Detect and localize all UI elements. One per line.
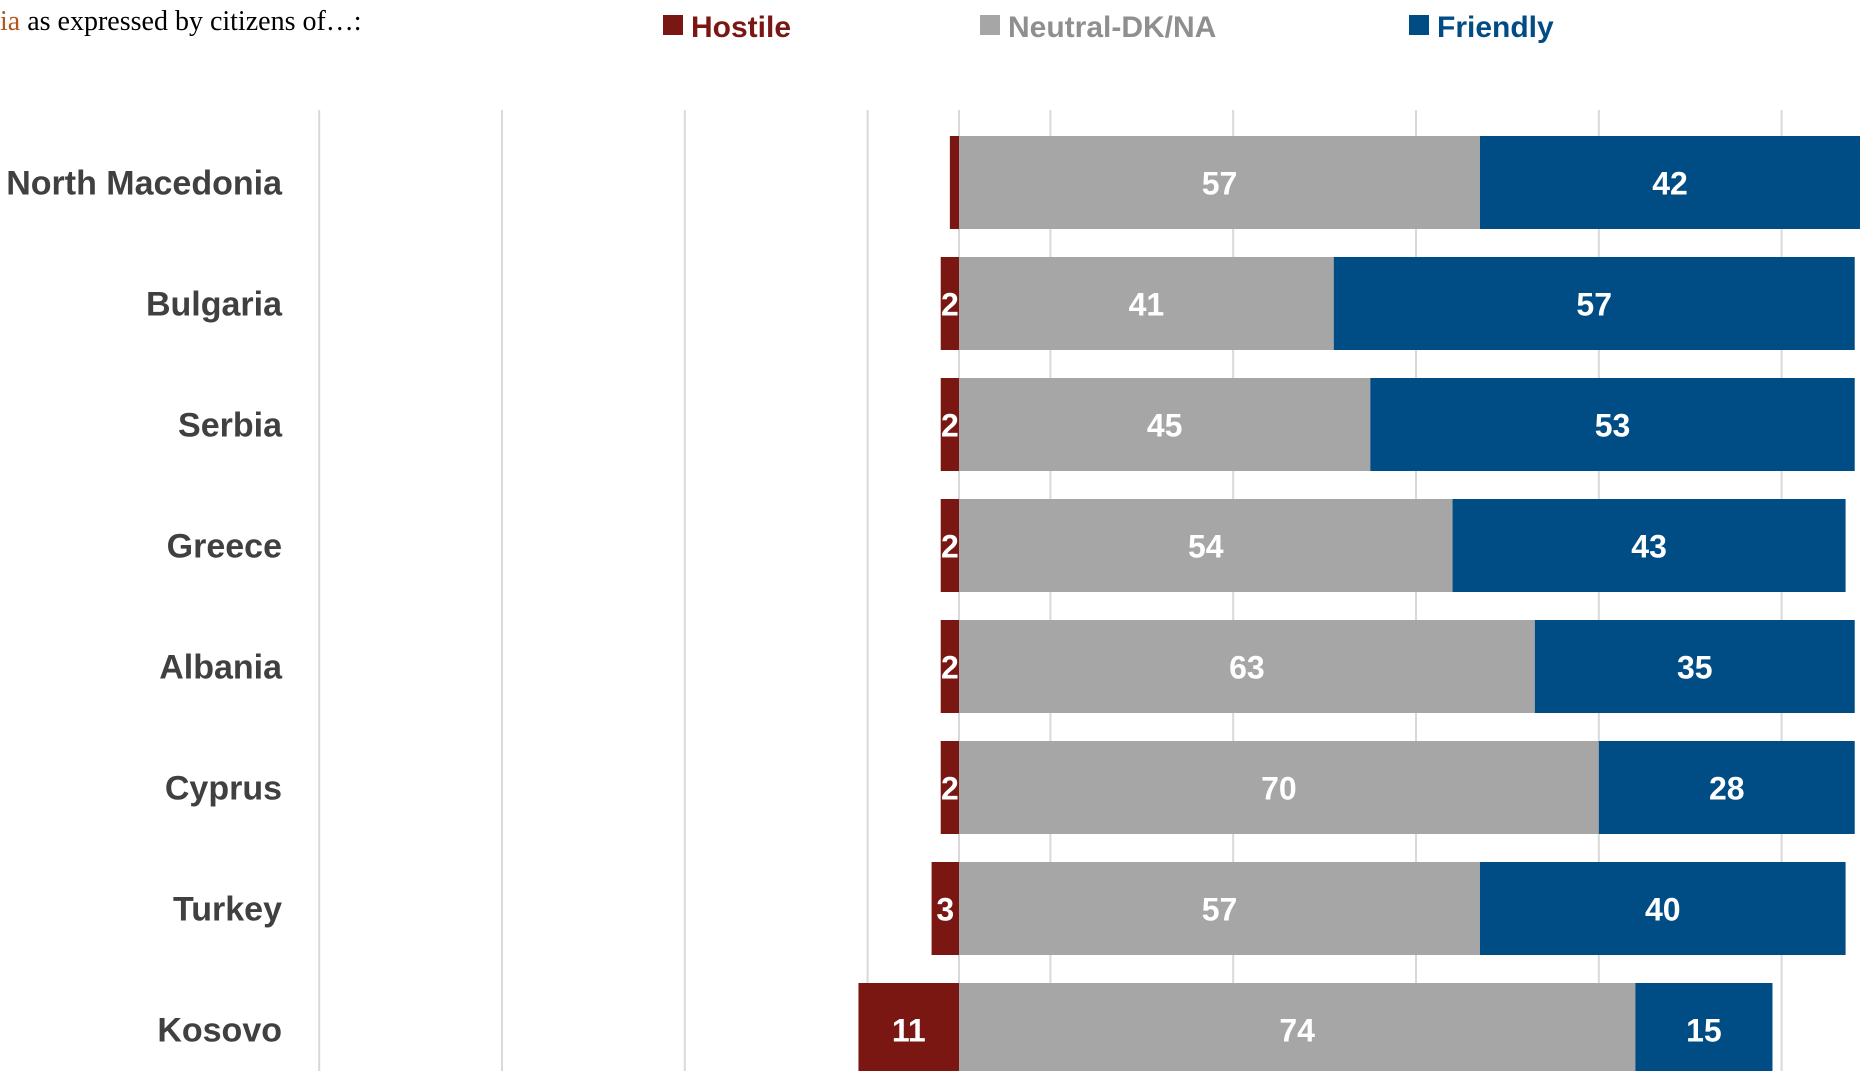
legend-swatch [663, 15, 683, 35]
data-label-hostile: 2 [941, 408, 959, 444]
data-label-friendly: 40 [1645, 892, 1681, 928]
category-label: Serbia [178, 407, 283, 445]
bar-neutral [959, 378, 1371, 471]
data-label-neutral: 45 [1147, 408, 1183, 444]
category-label: North Macedonia [6, 165, 283, 203]
bar-hostile [858, 983, 959, 1071]
data-label-hostile: 3 [936, 892, 954, 928]
data-label-hostile: 2 [941, 529, 959, 565]
data-label-hostile: 11 [892, 1013, 926, 1049]
data-label-neutral: 41 [1129, 287, 1165, 323]
bar-friendly [1333, 257, 1855, 350]
category-label: Cyprus [165, 770, 282, 808]
bar-friendly [1479, 862, 1846, 955]
data-label-friendly: 28 [1709, 771, 1745, 807]
bar-hostile [931, 862, 959, 955]
legend-swatch [980, 15, 1000, 35]
bar-friendly [1452, 499, 1846, 592]
bar-neutral [959, 257, 1334, 350]
bar-friendly [1479, 136, 1860, 229]
legend: Hostile Neutral-DK/NA Friendly [663, 11, 1554, 44]
data-label-friendly: 53 [1595, 408, 1631, 444]
bar-friendly [1598, 741, 1855, 834]
chart-title-accent: ia [0, 6, 21, 37]
bars [858, 136, 1860, 1071]
bar-hostile [940, 741, 959, 834]
category-label: Turkey [173, 891, 282, 929]
chart-title-rest: as expressed by citizens of…: [20, 6, 361, 37]
data-label-hostile: 2 [941, 287, 959, 323]
bar-hostile [940, 499, 959, 592]
bar-neutral [959, 499, 1453, 592]
data-label-neutral: 57 [1202, 892, 1238, 928]
data-label-friendly: 35 [1677, 650, 1713, 686]
data-label-friendly: 57 [1576, 287, 1612, 323]
bar-neutral [959, 741, 1599, 834]
data-label-hostile: 2 [941, 650, 959, 686]
data-label-neutral: 74 [1279, 1013, 1315, 1049]
legend-label: Friendly [1437, 11, 1554, 44]
bar-neutral [959, 862, 1480, 955]
bar-hostile [940, 257, 959, 350]
bar-hostile [940, 620, 959, 713]
data-label-neutral: 63 [1229, 650, 1265, 686]
bar-friendly [1370, 378, 1855, 471]
category-label: Albania [159, 649, 283, 687]
bar-hostile [940, 378, 959, 471]
data-label-friendly: 15 [1686, 1013, 1722, 1049]
category-label: Bulgaria [146, 286, 283, 324]
data-label-neutral: 57 [1202, 166, 1238, 202]
bar-neutral [959, 136, 1480, 229]
data-labels: 57 42 2 41 57 2 45 53 2 54 43 2 63 35 2 70 28 3 57 40 11 74 15 [892, 166, 1745, 1049]
data-label-hostile: 2 [941, 771, 959, 807]
data-label-friendly: 43 [1631, 529, 1667, 565]
legend-swatch [1409, 15, 1429, 35]
legend-label: Hostile [691, 11, 791, 44]
category-label: Kosovo [157, 1012, 282, 1050]
bar-friendly [1635, 983, 1773, 1071]
legend-label: Neutral-DK/NA [1008, 11, 1216, 44]
bar-neutral [959, 620, 1535, 713]
bar-friendly [1534, 620, 1855, 713]
data-label-friendly: 42 [1652, 166, 1688, 202]
data-label-neutral: 70 [1261, 771, 1297, 807]
chart-title: ia as expressed by citizens of…: [0, 6, 362, 37]
data-label-neutral: 54 [1188, 529, 1224, 565]
category-labels: North Macedonia Bulgaria Serbia Greece Alban… [6, 165, 283, 1050]
bar-neutral [959, 983, 1636, 1071]
bar-hostile [949, 136, 959, 229]
category-label: Greece [167, 528, 282, 566]
